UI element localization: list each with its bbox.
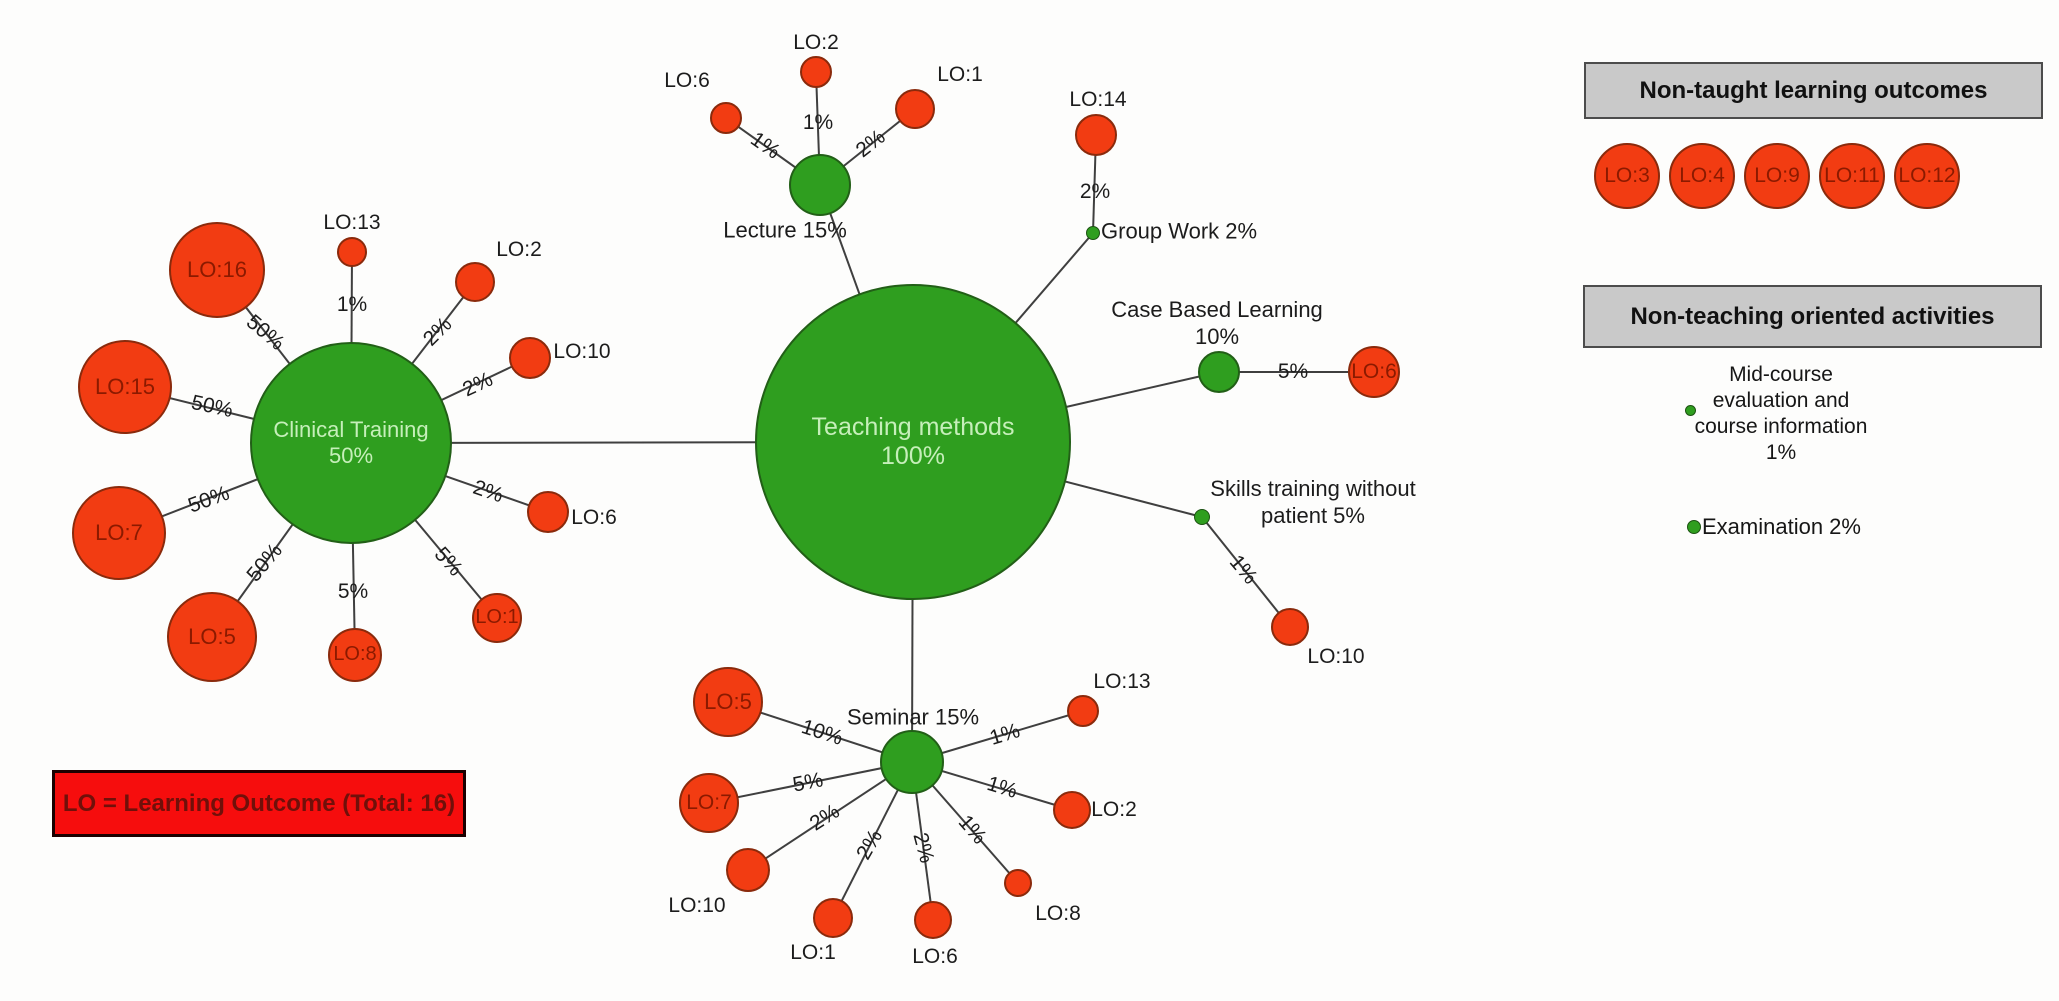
non-teaching-header-text: Non-teaching oriented activities [1630,302,1995,330]
mid-course-line-4: 1% [1765,441,1797,464]
node-clinical: Clinical Training 50% [250,342,452,544]
non-taught-outcome-lo12: LO:12 [1894,143,1960,209]
node-lec_lo1 [895,89,935,129]
node-sm_lo1 [813,898,853,938]
node-lec_lo2 [800,56,832,88]
edge-skills-sk_lo10 [1201,516,1291,628]
node-sk_lo10 [1271,608,1309,646]
node-groupwork [1086,226,1100,240]
label-sm_lo10: LO:10 [668,894,726,918]
label-lec_lo1: LO:1 [937,63,983,87]
label-sm_lo13: LO:13 [1093,670,1151,694]
node-sm_lo6 [914,901,952,939]
label-sm_lo2: LO:2 [1091,798,1137,822]
label-casebased: Case Based Learning 10% [1111,297,1323,349]
non-taught-header-text: Non-taught learning outcomes [1639,76,1988,104]
label-sm_lo6: LO:6 [912,945,958,969]
label-groupwork: Group Work 2% [1101,218,1258,244]
node-cl_lo16: LO:16 [169,222,265,318]
edge-seminar-sm_lo7 [708,761,913,804]
non-taught-header: Non-taught learning outcomes [1584,62,2043,119]
label-gw_lo14: LO:14 [1069,88,1127,112]
examination-dot [1687,520,1701,534]
non-taught-outcomes-row: LO:3 LO:4 LO:9 LO:11 LO:12 [1594,143,1960,209]
node-sm_lo2 [1053,791,1091,829]
node-cl_lo8: LO:8 [328,628,382,682]
node-teaching: Teaching methods 100% [755,284,1071,600]
node-sm_lo10 [726,848,770,892]
label-lec_lo6: LO:6 [664,69,710,93]
node-seminar [880,730,944,794]
label-cl_lo13: LO:13 [323,211,381,235]
node-cl_lo5: LO:5 [167,592,257,682]
label-cl_lo10: LO:10 [553,340,611,364]
node-cl_lo10 [509,337,551,379]
legend-note: LO = Learning Outcome (Total: 16) [52,770,466,837]
legend-note-text: LO = Learning Outcome (Total: 16) [62,789,456,817]
node-cl_lo13 [337,237,367,267]
node-lecture [789,154,851,216]
node-gw_lo14 [1075,114,1117,156]
examination-label: Examination 2% [1702,514,1861,539]
non-taught-outcome-lo9: LO:9 [1744,143,1810,209]
mid-course-dot [1685,405,1696,416]
node-skills [1194,509,1210,525]
node-cl_lo15: LO:15 [78,340,172,434]
node-cl_lo6 [527,491,569,533]
non-taught-outcome-lo4: LO:4 [1669,143,1735,209]
node-sm_lo7: LO:7 [679,773,739,833]
edge-label-casebased-cb_lo6: 5% [1277,360,1309,383]
node-cl_lo2 [455,262,495,302]
node-casebased [1198,351,1240,393]
mid-course-line-3: course information [1694,415,1868,438]
node-lec_lo6 [710,102,742,134]
label-cl_lo2: LO:2 [496,238,542,262]
label-skills: Skills training without patient 5% [1210,476,1416,528]
edge-label-clinical-cl_lo8: 5% [337,580,369,603]
edge-label-groupwork-gw_lo14: 2% [1079,180,1111,203]
label-lec_lo2: LO:2 [793,31,839,55]
mid-course-line-1: Mid-course [1729,363,1833,386]
label-sm_lo8: LO:8 [1035,902,1081,926]
label-cl_lo6: LO:6 [571,506,617,530]
label-sk_lo10: LO:10 [1307,645,1365,669]
non-teaching-header: Non-teaching oriented activities [1583,285,2042,348]
node-cb_lo6: LO:6 [1348,346,1400,398]
node-sm_lo8 [1004,869,1032,897]
node-sm_lo13 [1067,695,1099,727]
label-sm_lo1: LO:1 [790,941,836,965]
node-cl_lo1: LO:1 [472,593,522,643]
node-sm_lo5: LO:5 [693,667,763,737]
mid-course-label: Mid-course evaluation and course informa… [1671,362,1891,466]
edge-label-lecture-lec_lo2: 1% [802,111,834,134]
label-lecture: Lecture 15% [723,217,847,243]
mid-course-line-2: evaluation and [1712,389,1850,412]
non-taught-outcome-lo3: LO:3 [1594,143,1660,209]
non-taught-outcome-lo11: LO:11 [1819,143,1885,209]
label-seminar: Seminar 15% [846,704,980,730]
node-cl_lo7: LO:7 [72,486,166,580]
edge-label-clinical-cl_lo13: 1% [336,293,368,316]
